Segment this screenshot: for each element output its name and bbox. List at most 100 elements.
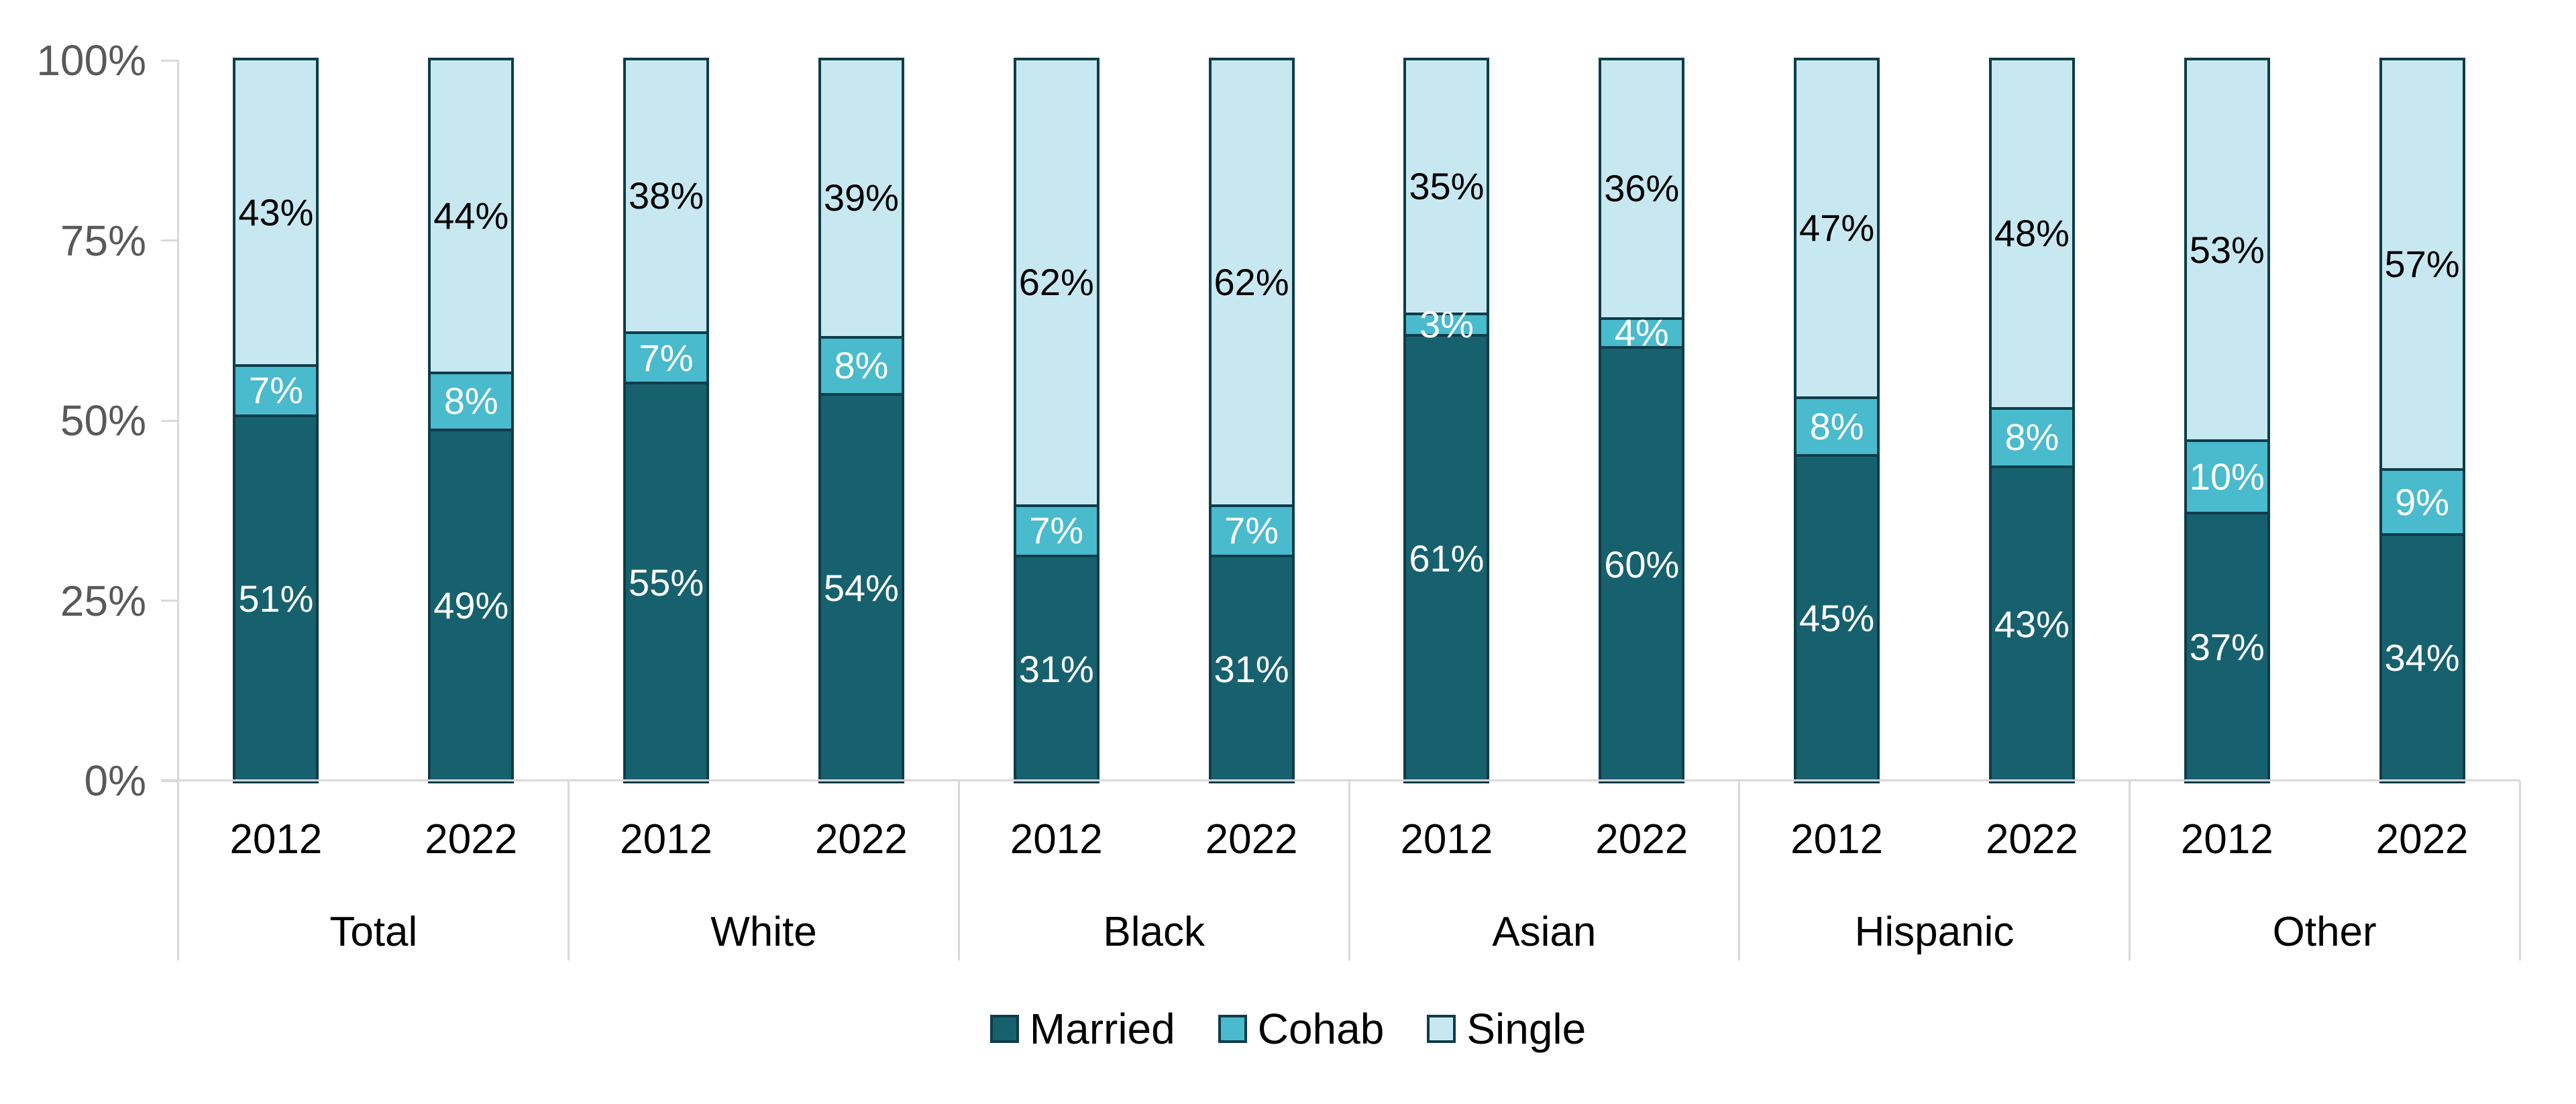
data-label: 38% bbox=[629, 174, 704, 217]
segment-married: 61% bbox=[1406, 337, 1487, 781]
data-label: 4% bbox=[1614, 311, 1669, 354]
category-label-total: Total bbox=[329, 909, 418, 955]
data-label: 7% bbox=[248, 369, 303, 412]
legend-item-single: Single bbox=[1427, 1007, 1586, 1050]
segment-married: 55% bbox=[626, 384, 707, 781]
segment-single: 62% bbox=[1016, 60, 1097, 507]
year-label-total-2012: 2012 bbox=[229, 816, 323, 863]
bar-hispanic-2022: 43% 8% 48% bbox=[1988, 58, 2075, 783]
segment-married: 51% bbox=[235, 417, 317, 781]
y-tick-mark bbox=[161, 600, 178, 602]
category-separator bbox=[2518, 781, 2521, 960]
segment-cohab: 7% bbox=[1016, 506, 1097, 558]
segment-married: 31% bbox=[1016, 557, 1097, 781]
bar-asian-2022: 60% 4% 36% bbox=[1599, 58, 1685, 783]
segment-single: 35% bbox=[1406, 60, 1487, 315]
segment-married: 60% bbox=[1601, 348, 1682, 781]
y-tick-label-75: 75% bbox=[60, 216, 146, 265]
segment-single: 39% bbox=[820, 60, 902, 339]
bar-other-2012: 37% 10% 53% bbox=[2184, 58, 2270, 783]
data-label: 9% bbox=[2395, 480, 2450, 523]
bar-other-2022: 34% 9% 57% bbox=[2379, 58, 2465, 783]
category-label-white: White bbox=[710, 909, 817, 955]
legend: Married Cohab Single bbox=[0, 1007, 2576, 1050]
segment-single: 43% bbox=[235, 60, 317, 368]
year-label-other-2022: 2022 bbox=[2375, 816, 2469, 863]
category-separator bbox=[2128, 781, 2131, 960]
data-label: 7% bbox=[639, 336, 694, 379]
bar-total-2012: 51% 7% 43% bbox=[233, 58, 319, 783]
category-label-asian: Asian bbox=[1492, 909, 1597, 955]
data-label: 47% bbox=[1799, 207, 1875, 250]
category-label-black: Black bbox=[1103, 909, 1205, 955]
data-label: 62% bbox=[1018, 260, 1094, 303]
bar-hispanic-2012: 45% 8% 47% bbox=[1794, 58, 1880, 783]
y-tick-label-0: 0% bbox=[84, 757, 147, 805]
bar-asian-2012: 61% 3% 35% bbox=[1403, 58, 1490, 783]
y-tick-mark bbox=[161, 419, 178, 422]
segment-cohab: 8% bbox=[820, 338, 902, 396]
year-label-asian-2022: 2022 bbox=[1595, 816, 1688, 863]
data-label: 8% bbox=[834, 344, 889, 387]
data-label: 53% bbox=[2189, 228, 2265, 271]
category-label-hispanic: Hispanic bbox=[1854, 909, 2015, 955]
y-tick-mark bbox=[161, 239, 178, 241]
segment-cohab: 7% bbox=[626, 334, 707, 385]
data-label: 7% bbox=[1224, 509, 1279, 552]
data-label: 51% bbox=[238, 577, 314, 620]
y-tick-label-50: 50% bbox=[60, 396, 146, 445]
year-label-white-2012: 2012 bbox=[620, 816, 713, 863]
data-label: 45% bbox=[1799, 597, 1875, 640]
y-tick-label-25: 25% bbox=[60, 576, 146, 625]
year-label-total-2022: 2022 bbox=[425, 816, 518, 863]
data-label: 34% bbox=[2384, 637, 2460, 679]
data-label: 31% bbox=[1018, 647, 1094, 690]
y-tick-label-100: 100% bbox=[36, 36, 146, 85]
segment-married: 31% bbox=[1211, 557, 1292, 781]
segment-single: 53% bbox=[2186, 60, 2267, 443]
segment-cohab: 7% bbox=[1211, 506, 1292, 558]
segment-single: 47% bbox=[1796, 60, 1878, 399]
legend-swatch-cohab-icon bbox=[1218, 1015, 1247, 1043]
segment-married: 54% bbox=[820, 395, 902, 781]
segment-cohab: 8% bbox=[431, 374, 512, 431]
segment-married: 43% bbox=[1991, 467, 2072, 781]
bar-black-2022: 31% 7% 62% bbox=[1208, 58, 1295, 783]
segment-cohab: 7% bbox=[235, 367, 317, 417]
data-label: 37% bbox=[2189, 626, 2265, 669]
segment-cohab: 4% bbox=[1601, 314, 1682, 351]
data-label: 44% bbox=[433, 194, 509, 237]
segment-cohab: 9% bbox=[2381, 471, 2463, 536]
data-label: 31% bbox=[1214, 647, 1289, 690]
category-label-other: Other bbox=[2272, 909, 2377, 955]
x-axis-line bbox=[161, 779, 2520, 781]
segment-married: 37% bbox=[2186, 514, 2267, 781]
legend-label-married: Married bbox=[1029, 1005, 1175, 1053]
bar-total-2022: 49% 8% 44% bbox=[428, 58, 515, 783]
data-label: 61% bbox=[1409, 537, 1485, 580]
legend-label-cohab: Cohab bbox=[1257, 1005, 1385, 1053]
year-label-white-2022: 2022 bbox=[814, 816, 908, 863]
data-label: 7% bbox=[1029, 509, 1084, 552]
year-label-black-2012: 2012 bbox=[1010, 816, 1103, 863]
category-separator bbox=[957, 781, 960, 960]
data-label: 57% bbox=[2384, 243, 2460, 286]
segment-cohab: 8% bbox=[1991, 409, 2072, 468]
year-label-hispanic-2022: 2022 bbox=[1985, 816, 2078, 863]
y-tick-mark bbox=[161, 59, 178, 62]
segment-single: 57% bbox=[2381, 60, 2463, 472]
segment-married: 49% bbox=[431, 431, 512, 781]
legend-swatch-married-icon bbox=[989, 1015, 1019, 1043]
segment-married: 45% bbox=[1796, 456, 1878, 781]
data-label: 8% bbox=[443, 380, 498, 423]
category-separator bbox=[1348, 781, 1350, 960]
segment-married: 34% bbox=[2381, 535, 2463, 781]
bar-black-2012: 31% 7% 62% bbox=[1013, 58, 1099, 783]
year-label-black-2022: 2022 bbox=[1205, 816, 1298, 863]
legend-label-single: Single bbox=[1466, 1005, 1587, 1053]
segment-single: 62% bbox=[1211, 60, 1292, 507]
legend-item-cohab: Cohab bbox=[1218, 1005, 1385, 1053]
segment-cohab: 10% bbox=[2186, 442, 2267, 514]
data-label: 55% bbox=[629, 561, 704, 604]
data-label: 3% bbox=[1419, 302, 1474, 345]
